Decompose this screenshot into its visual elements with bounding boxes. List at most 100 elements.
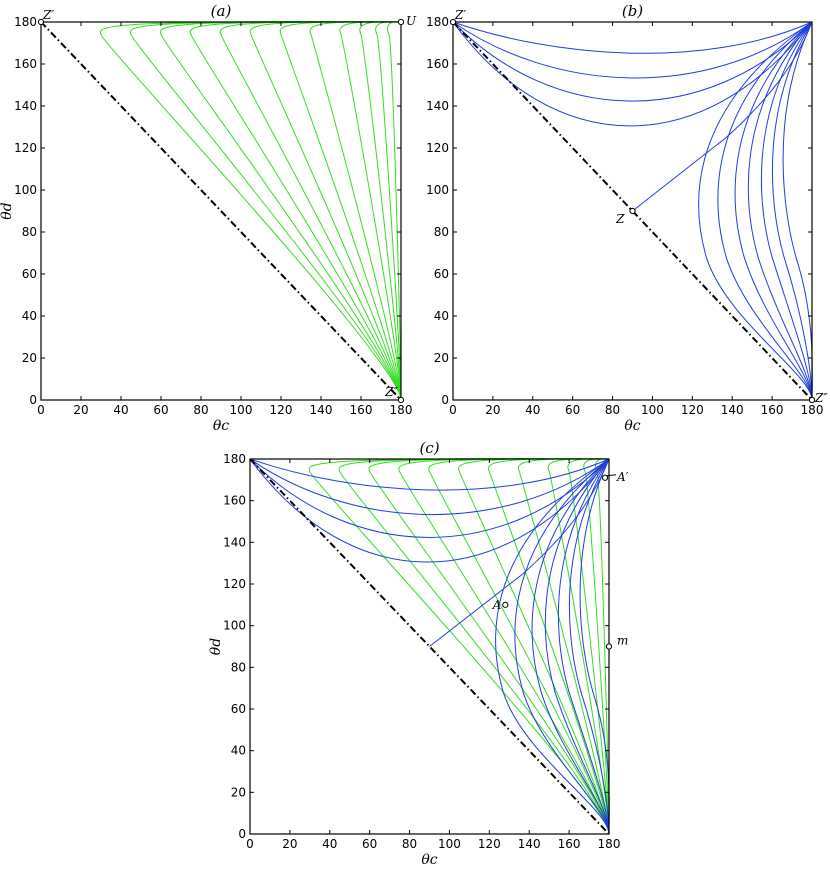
- y-tick-label: 160: [223, 494, 246, 508]
- point-label: Z: [615, 212, 625, 226]
- y-tick-label: 120: [223, 577, 246, 591]
- marked-point: [502, 601, 509, 608]
- y-tick-label: 100: [14, 183, 37, 197]
- y-tick-label: 120: [426, 141, 449, 155]
- x-tick-label: 60: [362, 837, 377, 851]
- blue-trajectory-lower: [760, 21, 813, 401]
- marked-point: [449, 18, 457, 26]
- marked-point: [37, 18, 45, 26]
- y-tick-label: 160: [426, 57, 449, 71]
- diagonal-line: [40, 21, 402, 401]
- y-tick-label: 60: [231, 702, 246, 716]
- x-tick-label: 180: [801, 403, 824, 417]
- y-tick-label: 180: [426, 15, 449, 29]
- y-tick-label: 80: [22, 225, 37, 239]
- y-tick-label: 40: [434, 309, 449, 323]
- x-axis-label: θc: [421, 852, 437, 868]
- point-label: Z′: [42, 8, 54, 22]
- marked-point: [397, 18, 405, 26]
- curves: [99, 21, 402, 401]
- x-tick-label: 100: [230, 403, 253, 417]
- y-tick-label: 20: [22, 351, 37, 365]
- plot-frame: [452, 21, 813, 401]
- green-trajectory: [428, 458, 610, 835]
- blue-trajectory-upper: [249, 458, 610, 516]
- green-trajectory: [359, 21, 402, 401]
- marked-point: [605, 643, 613, 650]
- green-trajectory: [567, 458, 610, 835]
- green-trajectory: [387, 21, 402, 401]
- panel-c: 0 20 40 60 80 100 120 140 160 180 0 20 40 60 80 100 120 1…: [208, 439, 629, 868]
- x-tick-label: 60: [565, 403, 580, 417]
- x-tick-label: 0: [246, 837, 254, 851]
- y-tick-label: 100: [223, 619, 246, 633]
- green-trajectory: [279, 21, 402, 401]
- annotation-arrow: [606, 474, 617, 477]
- marked-point: [629, 207, 636, 215]
- green-trajectory: [219, 21, 402, 401]
- blue-trajectory-lower: [557, 458, 610, 835]
- x-tick-label: 20: [485, 403, 500, 417]
- x-tick-label: 100: [641, 403, 664, 417]
- y-tick-label: 140: [426, 99, 449, 113]
- blue-trajectory-lower: [544, 458, 610, 835]
- green-trajectory: [583, 458, 610, 835]
- green-trajectory: [487, 458, 610, 835]
- y-axis-label: θd: [208, 638, 224, 655]
- x-tick-label: 140: [721, 403, 744, 417]
- green-trajectory: [99, 21, 402, 401]
- y-tick-label: 0: [441, 393, 449, 407]
- x-tick-label: 40: [525, 403, 540, 417]
- y-tick-label: 60: [22, 267, 37, 281]
- point-label: A′: [616, 470, 629, 484]
- y-tick-label: 140: [14, 99, 37, 113]
- blue-trajectory-lower: [782, 21, 813, 401]
- blue-trajectory-upper: [452, 21, 813, 54]
- green-trajectory: [517, 458, 610, 835]
- y-tick-label: 180: [14, 15, 37, 29]
- green-trajectory: [339, 21, 402, 401]
- x-tick-label: 0: [37, 403, 45, 417]
- blue-trajectory-lower: [568, 458, 610, 835]
- x-tick-label: 180: [598, 837, 621, 851]
- y-tick-label: 0: [238, 827, 246, 841]
- blue-trajectory-upper: [249, 458, 610, 563]
- x-tick-label: 20: [282, 837, 297, 851]
- blue-trajectory-lower: [771, 21, 813, 401]
- panel-title: (a): [211, 2, 232, 20]
- blue-trajectory-lower: [717, 21, 813, 401]
- green-trajectory: [159, 21, 402, 401]
- x-tick-label: 120: [478, 837, 501, 851]
- y-tick-label: 180: [223, 452, 246, 466]
- blue-trajectory-upper: [452, 21, 813, 102]
- green-trajectory: [249, 21, 402, 401]
- green-trajectory: [458, 458, 610, 835]
- plot-frame: [40, 21, 402, 401]
- x-tick-label: 0: [449, 403, 457, 417]
- blue-trajectory-lower: [531, 458, 610, 835]
- blue-trajectory-lower: [514, 458, 610, 835]
- x-tick-label: 20: [73, 403, 88, 417]
- blue-trajectory-lower: [495, 458, 610, 835]
- x-tick-label: 140: [310, 403, 333, 417]
- y-axis-label: θd: [0, 202, 15, 219]
- x-axis-label: θc: [624, 418, 640, 434]
- x-axis-label: θc: [213, 418, 229, 434]
- x-tick-label: 120: [681, 403, 704, 417]
- blue-trajectory-upper: [452, 21, 813, 79]
- point-label: A: [492, 598, 502, 612]
- blue-trajectory-lower: [698, 21, 813, 401]
- blue-trajectory-lower: [747, 21, 813, 401]
- x-tick-label: 40: [322, 837, 337, 851]
- y-tick-label: 160: [14, 57, 37, 71]
- x-tick-label: 140: [518, 837, 541, 851]
- x-tick-label: 40: [113, 403, 128, 417]
- blue-trajectory-upper: [249, 458, 610, 491]
- y-tick-label: 100: [426, 183, 449, 197]
- y-tick-label: 80: [434, 225, 449, 239]
- blue-trajectory-lower: [734, 21, 813, 401]
- green-trajectory: [375, 21, 402, 401]
- marked-point: [601, 474, 609, 481]
- y-tick-label: 20: [434, 351, 449, 365]
